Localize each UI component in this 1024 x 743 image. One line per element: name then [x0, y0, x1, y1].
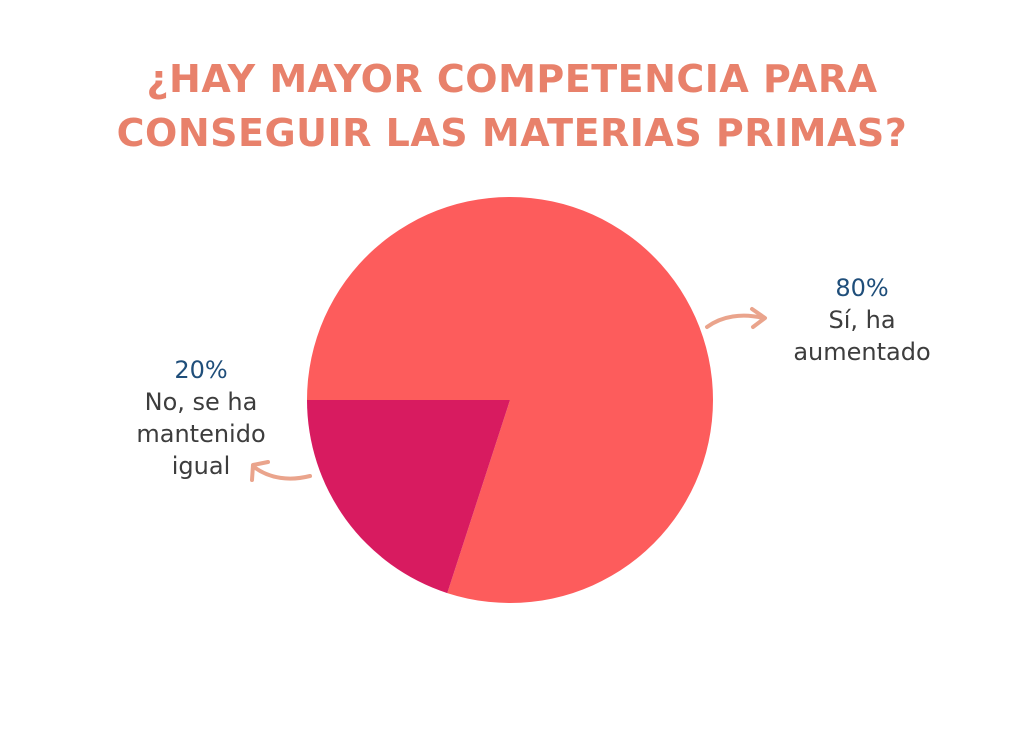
slice-text-no-line-3: igual	[171, 452, 231, 480]
pie-slice-no	[307, 400, 510, 594]
slice-text-si-line-1: Sí, ha	[828, 306, 896, 334]
chart-title-line-2: CONSEGUIR LAS MATERIAS PRIMAS?	[116, 111, 908, 155]
pie-slices	[307, 196, 713, 603]
chart-title-line-1: ¿HAY MAYOR COMPETENCIA PARA	[146, 57, 878, 101]
slice-text-no-line-2: mantenido	[136, 420, 266, 448]
slice-percent-si: 80%	[835, 274, 889, 302]
arrow-right-icon	[705, 307, 767, 329]
chart-title: ¿HAY MAYOR COMPETENCIA PARA CONSEGUIR LA…	[0, 52, 1024, 160]
slice-text-no-line-1: No, se ha	[144, 388, 258, 416]
slice-percent-no: 20%	[174, 356, 228, 384]
pie-slice-si	[307, 196, 713, 603]
slice-label-si: 80% Sí, ha aumentado	[772, 272, 952, 368]
slice-label-no: 20% No, se ha mantenido igual	[116, 354, 286, 482]
slice-text-si-line-2: aumentado	[793, 338, 931, 366]
arrow-left-icon	[250, 460, 312, 482]
